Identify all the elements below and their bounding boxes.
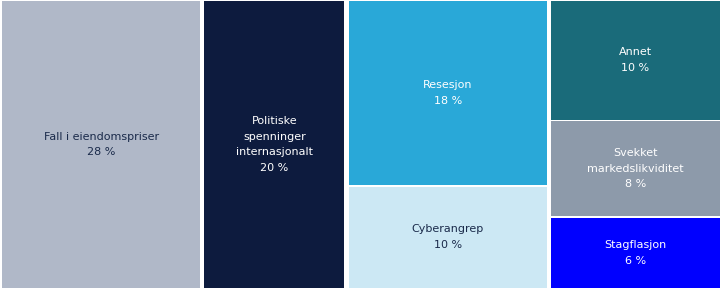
Bar [551, 1, 720, 120]
Text: Resesjon: Resesjon [423, 80, 472, 90]
Bar [349, 187, 547, 288]
Bar [204, 1, 344, 288]
Text: 8 %: 8 % [625, 179, 646, 190]
Text: internasjonalt: internasjonalt [236, 147, 313, 158]
Bar [551, 218, 720, 288]
Text: spenninger: spenninger [243, 131, 305, 142]
Text: Annet: Annet [619, 47, 652, 57]
Bar [349, 1, 547, 185]
Text: Svekket: Svekket [613, 148, 658, 158]
Text: 28 %: 28 % [87, 147, 116, 158]
Text: 10 %: 10 % [434, 240, 461, 250]
Text: 10 %: 10 % [622, 63, 649, 73]
Bar [2, 1, 200, 288]
Text: Politiske: Politiske [251, 116, 297, 126]
Bar [551, 121, 720, 216]
Text: 18 %: 18 % [433, 96, 462, 106]
Text: 6 %: 6 % [625, 256, 646, 266]
Text: markedslikviditet: markedslikviditet [587, 164, 684, 174]
Text: 20 %: 20 % [260, 163, 289, 173]
Text: Cyberangrep: Cyberangrep [412, 225, 484, 234]
Text: Stagflasjon: Stagflasjon [604, 240, 666, 250]
Text: Fall i eiendomspriser: Fall i eiendomspriser [43, 131, 159, 142]
